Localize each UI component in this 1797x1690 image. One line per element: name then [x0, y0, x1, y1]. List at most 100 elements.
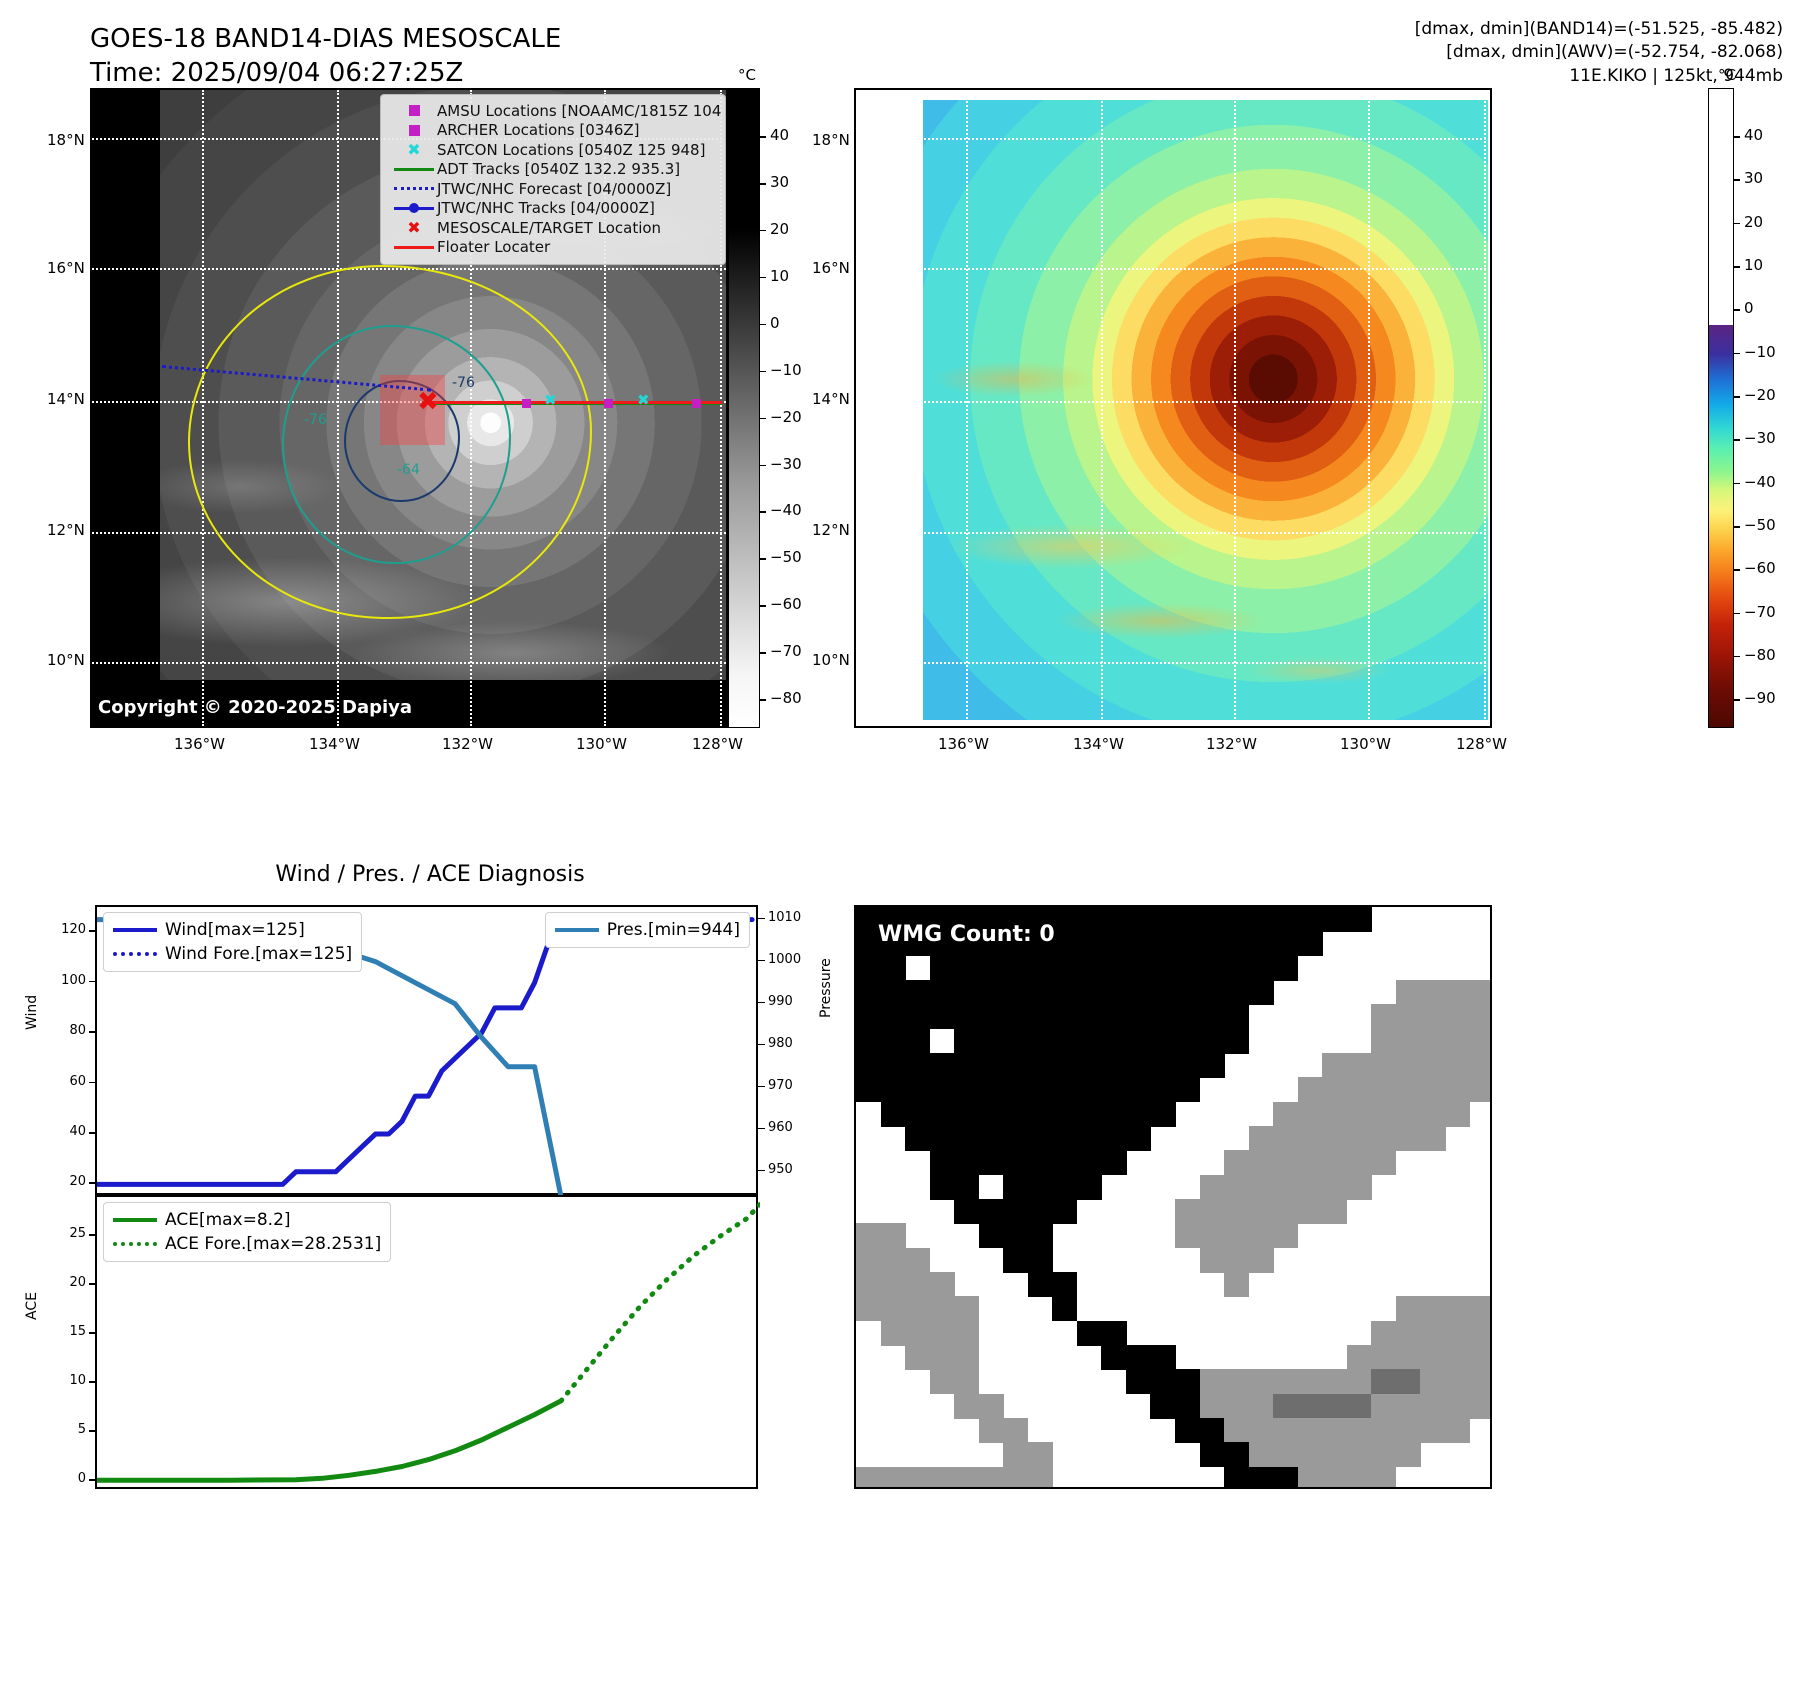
- wmg-cell: [1076, 1174, 1102, 1200]
- legend-item-jtwc-tracks[interactable]: JTWC/NHC Tracks [04/0000Z]: [391, 199, 717, 219]
- wmg-cell: [1420, 1369, 1446, 1395]
- wmg-cell: [1371, 1101, 1397, 1127]
- awv-imagery: [923, 100, 1488, 720]
- wmg-cell: [1273, 931, 1299, 957]
- amsu-marker: [692, 399, 701, 408]
- wmg-cell: [1101, 1345, 1127, 1370]
- ir-satellite-panel[interactable]: -76 -76 -64 ✖ ✖ ✖ Copyright © 2020-2025 …: [90, 88, 728, 728]
- legend-item-jtwc-forecast[interactable]: JTWC/NHC Forecast [04/0000Z]: [391, 179, 717, 199]
- colorbar-tick-label: 30: [1744, 169, 1764, 188]
- wind-pressure-chart[interactable]: Wind[max=125] Wind Fore.[max=125] Pres.[…: [95, 905, 760, 1197]
- wmg-cell: [929, 955, 955, 981]
- ir-gridline-130w: [604, 90, 606, 726]
- wmg-cell: [1027, 1199, 1053, 1224]
- mesoscale-target-marker: ✖: [417, 387, 439, 417]
- wmg-cell: [1125, 931, 1152, 957]
- wmg-cell: [1297, 1077, 1323, 1103]
- colorbar-tick-mark: [1734, 612, 1740, 615]
- wmg-cell: [954, 1199, 980, 1224]
- wmg-cell: [856, 1247, 882, 1273]
- wmg-cell: [1052, 1272, 1078, 1297]
- wmg-cell: [1076, 907, 1102, 932]
- awv-satellite-panel[interactable]: [854, 88, 1492, 728]
- wmg-cell: [1395, 1345, 1421, 1370]
- legend-label: AMSU Locations [NOAAMC/1815Z 104 973]: [437, 101, 726, 120]
- legend-item-ace[interactable]: ACE[max=8.2]: [113, 1208, 381, 1232]
- legend-item-satcon[interactable]: ✖ SATCON Locations [0540Z 125 948]: [391, 140, 717, 160]
- colorbar-tick-mark: [760, 370, 766, 373]
- legend-label: JTWC/NHC Tracks [04/0000Z]: [437, 199, 655, 218]
- wmg-cell: [1224, 1442, 1250, 1468]
- ir-ytick-14n: 14°N: [47, 390, 85, 408]
- wmg-cell: [1027, 955, 1053, 981]
- wmg-cell: [1395, 1296, 1421, 1322]
- wmg-cell: [1076, 1150, 1102, 1176]
- wmg-cell: [1101, 1150, 1127, 1176]
- wmg-cell: [978, 1053, 1004, 1078]
- wmg-cell: [1322, 1101, 1348, 1127]
- axis-tick-mark: [89, 1479, 96, 1481]
- awv-colorbar-unit: °C: [1718, 66, 1736, 84]
- wmg-cell: [1175, 1199, 1201, 1224]
- wmg-cell: [1199, 1442, 1225, 1468]
- colorbar-tick-label: −60: [1744, 559, 1776, 578]
- wmg-panel[interactable]: WMG Count: 0: [854, 905, 1492, 1489]
- ace-legend[interactable]: ACE[max=8.2] ACE Fore.[max=28.2531]: [103, 1202, 392, 1262]
- wmg-cell: [954, 1150, 980, 1176]
- axis-tick-label: 15: [69, 1324, 86, 1340]
- wmg-cell: [1199, 931, 1225, 957]
- wmg-cell: [1248, 1150, 1274, 1176]
- legend-item-archer[interactable]: ARCHER Locations [0346Z]: [391, 121, 717, 141]
- wmg-cell: [880, 1320, 906, 1346]
- wmg-cell: [978, 1077, 1004, 1103]
- colorbar-tick-label: 20: [1744, 212, 1764, 231]
- wind-legend[interactable]: Wind[max=125] Wind Fore.[max=125]: [103, 912, 363, 972]
- wmg-cell: [929, 1004, 955, 1030]
- wmg-cell: [978, 1466, 1004, 1487]
- legend-item-pressure[interactable]: Pres.[min=944]: [554, 918, 740, 942]
- ace-chart[interactable]: ACE[max=8.2] ACE Fore.[max=28.2531]: [95, 1195, 760, 1489]
- axis-tick-label: 960: [768, 1119, 793, 1135]
- wmg-cell: [1003, 980, 1029, 1005]
- legend-label: ADT Tracks [0540Z 132.2 935.3]: [437, 160, 681, 179]
- wmg-cell: [1052, 1004, 1078, 1030]
- awv-ytick-16n: 16°N: [812, 259, 850, 277]
- storm-id-intensity: 11E.KIKO | 125kt, 944mb: [1569, 65, 1783, 86]
- wmg-cell: [1175, 1418, 1201, 1443]
- wmg-cell: [1150, 907, 1176, 932]
- wmg-cell: [1052, 1101, 1078, 1127]
- axis-tick-mark: [89, 1430, 96, 1432]
- wmg-cell: [1224, 1272, 1250, 1297]
- legend-item-amsu[interactable]: AMSU Locations [NOAAMC/1815Z 104 973]: [391, 101, 726, 121]
- wmg-cell: [1322, 1053, 1348, 1078]
- diagnostics-header: [dmax, dmin](BAND14)=(-51.525, -85.482) …: [1415, 18, 1783, 88]
- legend-item-ace-forecast[interactable]: ACE Fore.[max=28.2531]: [113, 1232, 381, 1256]
- awv-gridline-18n: [856, 138, 1490, 140]
- wmg-cell: [1052, 955, 1078, 981]
- wmg-cell: [1101, 1028, 1127, 1054]
- wmg-cell: [978, 1199, 1004, 1224]
- wmg-cell: [954, 1466, 980, 1487]
- pressure-legend[interactable]: Pres.[min=944]: [544, 912, 750, 948]
- ir-ytick-12n: 12°N: [47, 521, 85, 539]
- legend-item-wind-forecast[interactable]: Wind Fore.[max=125]: [113, 942, 352, 966]
- wmg-cell: [880, 1466, 906, 1487]
- wmg-cell: [905, 1466, 931, 1487]
- wmg-cell: [1125, 1126, 1152, 1151]
- colorbar-tick-mark: [760, 511, 766, 514]
- legend-item-adt-tracks[interactable]: ADT Tracks [0540Z 132.2 935.3]: [391, 160, 717, 180]
- dmax-dmin-band14: [dmax, dmin](BAND14)=(-51.525, -85.482): [1414, 19, 1783, 39]
- wmg-cell: [1444, 1393, 1471, 1419]
- axis-tick-label: 5: [77, 1422, 86, 1438]
- legend-item-floater-locater[interactable]: Floater Locater: [391, 238, 717, 258]
- amsu-marker: [522, 399, 531, 408]
- legend-item-wind[interactable]: Wind[max=125]: [113, 918, 352, 942]
- colorbar-tick-label: −10: [1744, 342, 1776, 361]
- wmg-cell: [1027, 1053, 1053, 1078]
- legend-item-mesoscale-target[interactable]: ✖ MESOSCALE/TARGET Location: [391, 218, 717, 238]
- wmg-cell: [1125, 907, 1152, 932]
- wmg-cell: [1322, 1393, 1348, 1419]
- ir-panel-legend[interactable]: AMSU Locations [NOAAMC/1815Z 104 973] AR…: [380, 94, 726, 265]
- wmg-cell: [1346, 1150, 1372, 1176]
- wmg-cell: [1420, 1345, 1446, 1370]
